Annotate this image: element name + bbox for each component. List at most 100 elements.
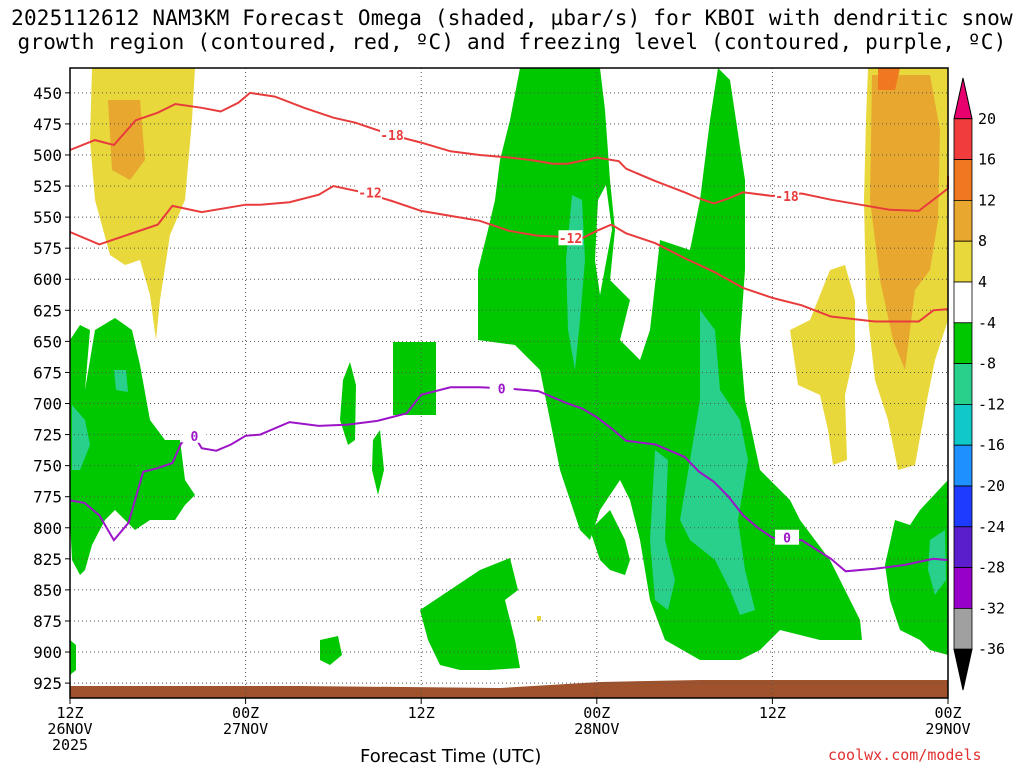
colorbar-cell [953,240,973,283]
colorbar-label: 20 [978,110,996,128]
colorbar-label: -8 [978,355,996,373]
contour-label-bg [775,187,800,203]
colorbar-label: -28 [978,559,1005,577]
omega-negative-region [590,510,630,575]
omega-negative-region [70,640,76,675]
title-line-2: growth region (contoured, red, ºC) and f… [17,30,1007,54]
colorbar-label: -24 [978,518,1005,536]
y-tick-label: 925 [33,674,62,693]
colorbar-label: 8 [978,232,987,250]
contour-label-bg [182,427,207,443]
omega-shading [70,68,948,698]
y-tick-label: 675 [33,363,62,382]
contour-label: -12 [358,186,381,201]
contour-label: 0 [190,430,198,445]
x-tick-label: 00Z [934,704,961,722]
colorbar-label: -20 [978,477,1005,495]
plot-frame [69,67,949,699]
y-tick-label: 550 [33,208,62,227]
y-tick-label: 700 [33,395,62,414]
contour-label: -18 [380,129,404,144]
y-tick-label: 575 [33,239,62,258]
title-line-1: 2025112612 NAM3KM Forecast Omega (shaded… [11,6,1013,30]
omega-negative-region [393,342,436,415]
colorbar-label: -12 [978,395,1005,413]
x-tick-label: 12Z [408,704,435,722]
contour-label: 0 [783,532,791,547]
omega-positive-region [790,265,855,465]
y-tick-label: 600 [33,270,62,289]
colorbar-cell [953,648,973,691]
omega-positive-region [595,185,612,295]
y-tick-label: 775 [33,488,62,507]
colorbar-label: 12 [978,191,996,209]
colorbar: 20 16 12 8 4 -4 -8 -12 -16 -20 -24 -28 -32 -36 [953,77,1005,691]
omega-negative-region [320,636,342,665]
y-tick-label: 825 [33,550,62,569]
x-tick-label: 28NOV [574,720,619,738]
colorbar-label: -16 [978,436,1005,454]
omega-negative-region [680,310,755,615]
y-axis: 450 475 500 525 550 575 600 625 650 675 700 725 750 7… [33,84,70,693]
y-tick-label: 750 [33,457,62,476]
x-tick-label: 2025 [52,736,88,754]
y-tick-label: 900 [33,643,62,662]
colorbar-cell [953,485,973,528]
colorbar-cell [953,77,973,120]
contour-label-bg [379,127,404,143]
y-tick-label: 650 [33,332,62,351]
colorbar-cell [953,118,973,161]
y-tick-label: 475 [33,115,62,134]
contour-label-bg [775,529,800,545]
x-tick-label: 12Z [56,704,83,722]
colorbar-cell [953,281,973,324]
contour-label-bg [558,230,583,246]
contour-label-bg [489,380,514,396]
colorbar-cell [953,322,973,364]
colorbar-cell [953,159,973,201]
omega-negative-region [650,450,675,610]
colorbar-cell [953,199,973,242]
omega-positive-region [878,68,900,90]
colorbar-label: -4 [978,314,996,332]
x-tick-label: 00Z [232,704,259,722]
contour-line [69,184,949,323]
contour-label-bg [357,184,382,200]
omega-negative-region [885,480,948,655]
omega-negative-region [114,370,128,392]
colorbar-cell [953,403,973,446]
colorbar-cell [953,363,973,405]
omega-negative-region [372,430,384,495]
y-tick-label: 500 [33,146,62,165]
y-tick-label: 525 [33,177,62,196]
colorbar-label: -32 [978,599,1005,617]
colorbar-cell [953,526,973,568]
omega-negative-region [928,530,946,595]
y-tick-label: 725 [33,426,62,445]
omega-negative-region [72,405,90,470]
colorbar-cell [953,608,973,650]
chart-title: 2025112612 NAM3KM Forecast Omega (shaded… [0,6,1024,54]
contour-label: -18 [775,190,799,205]
contour-lines: -18 -18 -12 -12 0 0 0 [69,91,949,573]
colorbar-cell [953,444,973,487]
x-axis-label: Forecast Time (UTC) [360,746,542,767]
x-tick-label: 12Z [759,704,786,722]
omega-positive-region [537,616,541,621]
colorbar-label: -36 [978,640,1005,658]
x-tick-label: 29NOV [925,720,970,738]
colorbar-label: 4 [978,273,987,291]
x-tick-label: 26NOV [47,720,92,738]
omega-positive-region [870,75,940,370]
contour-label: -12 [559,232,582,247]
y-tick-label: 450 [33,84,62,103]
x-tick-label: 27NOV [223,720,268,738]
terrain [70,680,948,698]
omega-negative-region [420,558,520,670]
y-tick-label: 625 [33,301,62,320]
y-tick-label: 875 [33,612,62,631]
colorbar-label: 16 [978,151,996,169]
omega-negative-region [70,318,195,575]
